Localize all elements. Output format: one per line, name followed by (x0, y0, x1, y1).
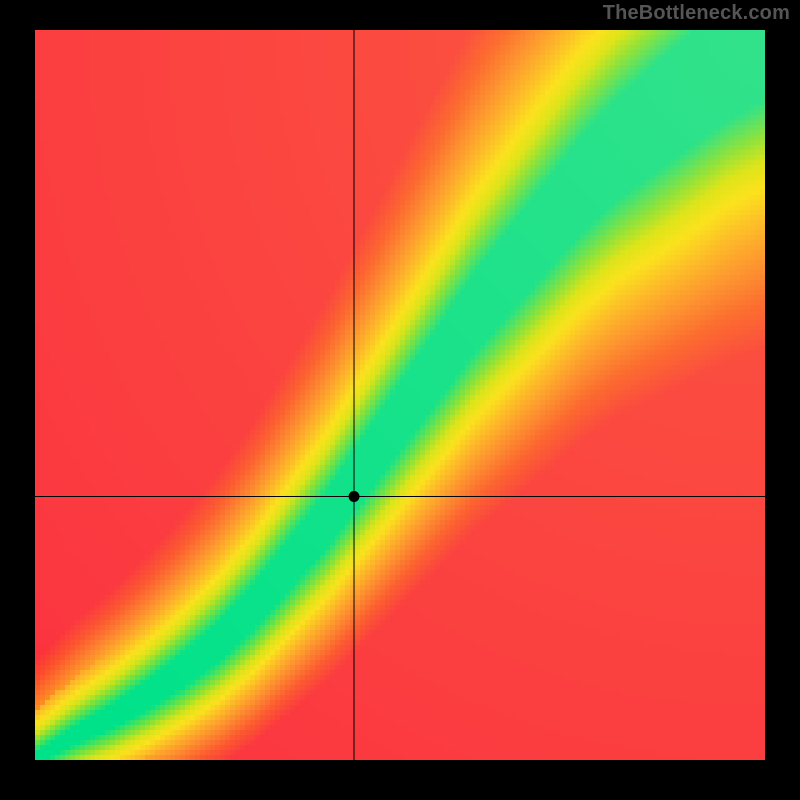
bottleneck-heatmap (35, 30, 765, 760)
watermark-text: TheBottleneck.com (603, 2, 790, 25)
chart-frame: TheBottleneck.com (0, 0, 800, 800)
plot-area (35, 30, 765, 760)
